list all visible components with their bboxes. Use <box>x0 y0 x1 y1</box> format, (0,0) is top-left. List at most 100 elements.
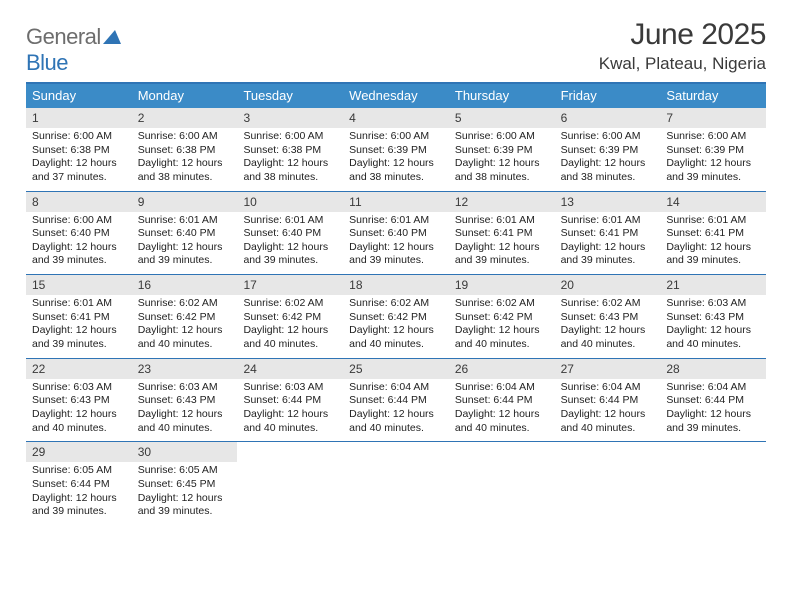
day-cell: 5Sunrise: 6:00 AMSunset: 6:39 PMDaylight… <box>449 108 555 191</box>
sunrise-text: Sunrise: 6:01 AM <box>349 214 443 228</box>
sunrise-text: Sunrise: 6:00 AM <box>455 130 549 144</box>
sunrise-text: Sunrise: 6:03 AM <box>32 381 126 395</box>
day-body: Sunrise: 6:04 AMSunset: 6:44 PMDaylight:… <box>343 379 449 436</box>
sunset-text: Sunset: 6:44 PM <box>349 394 443 408</box>
day-body: Sunrise: 6:02 AMSunset: 6:42 PMDaylight:… <box>132 295 238 352</box>
day-number: 24 <box>237 359 343 379</box>
day-body: Sunrise: 6:01 AMSunset: 6:40 PMDaylight:… <box>132 212 238 269</box>
day-cell: 9Sunrise: 6:01 AMSunset: 6:40 PMDaylight… <box>132 192 238 275</box>
daylight-text: Daylight: 12 hours and 40 minutes. <box>455 408 549 435</box>
sunset-text: Sunset: 6:45 PM <box>138 478 232 492</box>
page: General Blue June 2025 Kwal, Plateau, Ni… <box>0 0 792 612</box>
day-cell: 30Sunrise: 6:05 AMSunset: 6:45 PMDayligh… <box>132 442 238 525</box>
sunrise-text: Sunrise: 6:01 AM <box>666 214 760 228</box>
day-number: 29 <box>26 442 132 462</box>
week-row: 15Sunrise: 6:01 AMSunset: 6:41 PMDayligh… <box>26 275 766 359</box>
day-number: 4 <box>343 108 449 128</box>
day-number: 21 <box>660 275 766 295</box>
day-body: Sunrise: 6:00 AMSunset: 6:39 PMDaylight:… <box>449 128 555 185</box>
daylight-text: Daylight: 12 hours and 39 minutes. <box>138 241 232 268</box>
day-body: Sunrise: 6:01 AMSunset: 6:41 PMDaylight:… <box>26 295 132 352</box>
day-body: Sunrise: 6:01 AMSunset: 6:41 PMDaylight:… <box>555 212 661 269</box>
daylight-text: Daylight: 12 hours and 40 minutes. <box>561 324 655 351</box>
sunset-text: Sunset: 6:42 PM <box>349 311 443 325</box>
sunrise-text: Sunrise: 6:03 AM <box>138 381 232 395</box>
week-row: 22Sunrise: 6:03 AMSunset: 6:43 PMDayligh… <box>26 359 766 443</box>
day-cell: 14Sunrise: 6:01 AMSunset: 6:41 PMDayligh… <box>660 192 766 275</box>
day-number: 1 <box>26 108 132 128</box>
sunrise-text: Sunrise: 6:02 AM <box>561 297 655 311</box>
daylight-text: Daylight: 12 hours and 38 minutes. <box>561 157 655 184</box>
day-header: Saturday <box>660 84 766 108</box>
day-body: Sunrise: 6:02 AMSunset: 6:43 PMDaylight:… <box>555 295 661 352</box>
sunset-text: Sunset: 6:42 PM <box>243 311 337 325</box>
day-header: Friday <box>555 84 661 108</box>
day-cell: 27Sunrise: 6:04 AMSunset: 6:44 PMDayligh… <box>555 359 661 442</box>
day-cell: 16Sunrise: 6:02 AMSunset: 6:42 PMDayligh… <box>132 275 238 358</box>
day-number: 20 <box>555 275 661 295</box>
day-cell: 2Sunrise: 6:00 AMSunset: 6:38 PMDaylight… <box>132 108 238 191</box>
sunset-text: Sunset: 6:41 PM <box>561 227 655 241</box>
day-number: 17 <box>237 275 343 295</box>
day-header-row: Sunday Monday Tuesday Wednesday Thursday… <box>26 84 766 108</box>
day-cell: 22 Sunrise: 6:03 AMSunset: 6:43 PMDayligh… <box>26 359 132 442</box>
sunrise-text: Sunrise: 6:00 AM <box>32 214 126 228</box>
daylight-text: Daylight: 12 hours and 39 minutes. <box>666 408 760 435</box>
sunset-text: Sunset: 6:40 PM <box>32 227 126 241</box>
day-cell: 12Sunrise: 6:01 AMSunset: 6:41 PMDayligh… <box>449 192 555 275</box>
sunset-text: Sunset: 6:43 PM <box>32 394 126 408</box>
logo: General Blue <box>26 18 121 76</box>
day-number: 11 <box>343 192 449 212</box>
day-cell: 23Sunrise: 6:03 AMSunset: 6:43 PMDayligh… <box>132 359 238 442</box>
day-body: Sunrise: 6:00 AMSunset: 6:40 PMDaylight:… <box>26 212 132 269</box>
daylight-text: Daylight: 12 hours and 39 minutes. <box>32 492 126 519</box>
day-body: Sunrise: 6:00 AMSunset: 6:38 PMDaylight:… <box>132 128 238 185</box>
location-text: Kwal, Plateau, Nigeria <box>599 54 766 74</box>
sunset-text: Sunset: 6:39 PM <box>349 144 443 158</box>
day-header: Monday <box>132 84 238 108</box>
day-cell: 10Sunrise: 6:01 AMSunset: 6:40 PMDayligh… <box>237 192 343 275</box>
day-number: 13 <box>555 192 661 212</box>
logo-triangle-icon <box>103 30 121 49</box>
day-body: Sunrise: 6:01 AMSunset: 6:41 PMDaylight:… <box>449 212 555 269</box>
sunrise-text: Sunrise: 6:01 AM <box>561 214 655 228</box>
day-cell: 20Sunrise: 6:02 AMSunset: 6:43 PMDayligh… <box>555 275 661 358</box>
sunrise-text: Sunrise: 6:04 AM <box>349 381 443 395</box>
daylight-text: Daylight: 12 hours and 39 minutes. <box>32 241 126 268</box>
daylight-text: Daylight: 12 hours and 40 minutes. <box>32 408 126 435</box>
day-number: 3 <box>237 108 343 128</box>
daylight-text: Daylight: 12 hours and 37 minutes. <box>32 157 126 184</box>
logo-word2: Blue <box>26 50 68 75</box>
day-cell: 17Sunrise: 6:02 AMSunset: 6:42 PMDayligh… <box>237 275 343 358</box>
day-body: Sunrise: 6:00 AMSunset: 6:39 PMDaylight:… <box>660 128 766 185</box>
title-block: June 2025 Kwal, Plateau, Nigeria <box>599 18 766 74</box>
sunrise-text: Sunrise: 6:04 AM <box>561 381 655 395</box>
day-header: Tuesday <box>237 84 343 108</box>
sunset-text: Sunset: 6:39 PM <box>561 144 655 158</box>
day-body: Sunrise: 6:04 AMSunset: 6:44 PMDaylight:… <box>555 379 661 436</box>
day-cell: 18Sunrise: 6:02 AMSunset: 6:42 PMDayligh… <box>343 275 449 358</box>
day-number: 9 <box>132 192 238 212</box>
day-number: 25 <box>343 359 449 379</box>
daylight-text: Daylight: 12 hours and 40 minutes. <box>138 408 232 435</box>
sunset-text: Sunset: 6:43 PM <box>138 394 232 408</box>
sunrise-text: Sunrise: 6:00 AM <box>349 130 443 144</box>
day-cell: 25Sunrise: 6:04 AMSunset: 6:44 PMDayligh… <box>343 359 449 442</box>
sunrise-text: Sunrise: 6:03 AM <box>666 297 760 311</box>
day-body: Sunrise: 6:02 AMSunset: 6:42 PMDaylight:… <box>237 295 343 352</box>
sunrise-text: Sunrise: 6:05 AM <box>32 464 126 478</box>
day-number: 19 <box>449 275 555 295</box>
day-number: 8 <box>26 192 132 212</box>
day-number: 22 <box>26 359 132 379</box>
sunrise-text: Sunrise: 6:02 AM <box>243 297 337 311</box>
daylight-text: Daylight: 12 hours and 38 minutes. <box>243 157 337 184</box>
day-body: Sunrise: 6:01 AMSunset: 6:40 PMDaylight:… <box>237 212 343 269</box>
week-row: 8Sunrise: 6:00 AMSunset: 6:40 PMDaylight… <box>26 192 766 276</box>
logo-word1: General <box>26 24 101 49</box>
day-body: Sunrise: 6:03 AMSunset: 6:43 PMDaylight:… <box>660 295 766 352</box>
sunset-text: Sunset: 6:40 PM <box>349 227 443 241</box>
weeks-container: 1Sunrise: 6:00 AMSunset: 6:38 PMDaylight… <box>26 108 766 525</box>
sunset-text: Sunset: 6:44 PM <box>32 478 126 492</box>
day-body: Sunrise: 6:03 AMSunset: 6:44 PMDaylight:… <box>237 379 343 436</box>
logo-text: General Blue <box>26 24 121 76</box>
